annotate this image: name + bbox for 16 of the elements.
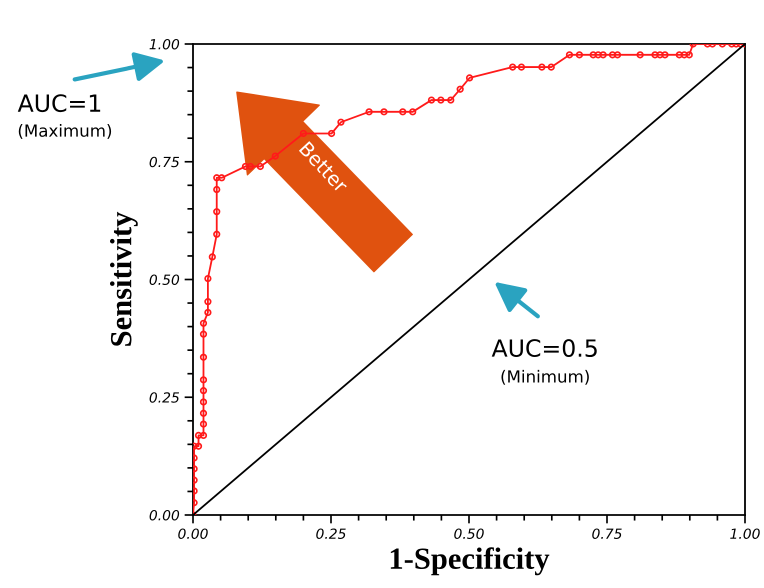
y-tick-label: 1.00 [150, 38, 180, 50]
x-tick-label: 0.50 [454, 528, 484, 539]
x-tick-label: 1.00 [730, 528, 760, 539]
annotation: (Minimum) [501, 370, 589, 385]
x-axis-title: 1-Specificity [390, 547, 550, 576]
x-tick-label: 0.75 [592, 528, 622, 539]
y-axis-title: Sensitivity [110, 212, 138, 346]
y-tick-label: 0.75 [150, 156, 180, 168]
text: (Maximum) [18, 124, 112, 139]
text: AUC=1 [18, 94, 100, 112]
x-tick-label: 0.25 [316, 528, 346, 539]
y-tick-label: 0.50 [150, 274, 180, 285]
y-tick-label: 0.00 [150, 510, 180, 520]
x-tick-label: 0.00 [178, 528, 208, 539]
y-tick-label: 0.25 [150, 392, 180, 403]
annotation: AUC=0.5 [492, 339, 597, 357]
